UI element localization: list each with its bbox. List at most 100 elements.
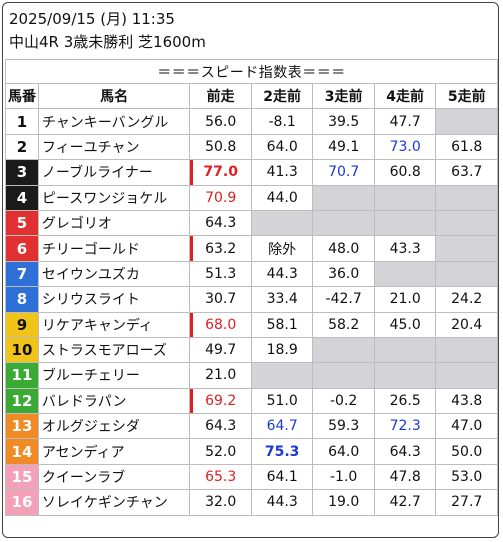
- speed-index-run-5: 20.4: [435, 311, 498, 338]
- table-row: 15 クイーンラブ 65.3 64.1 -1.0 47.8 53.0: [5, 463, 498, 491]
- table-header-row: 馬番 馬名 前走 2走前 3走前 4走前 5走前: [5, 82, 498, 110]
- horse-number: 11: [5, 362, 39, 389]
- horse-number: 15: [5, 463, 39, 491]
- speed-index-run-1: 21.0: [189, 362, 252, 389]
- col-header-run-2: 2走前: [250, 82, 314, 110]
- horse-name: クイーンラブ: [37, 463, 191, 491]
- speed-index-run-4: [373, 184, 437, 211]
- speed-index-run-4: 47.7: [373, 108, 437, 135]
- col-header-run-3: 3走前: [312, 82, 375, 110]
- speed-index-run-5: 63.7: [435, 159, 498, 186]
- speed-index-run-2: 除外: [250, 235, 314, 262]
- horse-name: オルグジェシダ: [37, 413, 191, 440]
- horse-name: アセンディア: [37, 438, 191, 465]
- speed-index-run-5: 61.8: [435, 133, 498, 161]
- horse-number: 7: [5, 260, 39, 288]
- speed-index-run-1: 51.3: [189, 260, 252, 288]
- horse-name: ブルーチェリー: [37, 362, 191, 389]
- speed-index-run-3: [312, 336, 375, 364]
- speed-index-run-3: 70.7: [312, 159, 375, 186]
- race-datetime: 2025/09/15 (月) 11:35: [9, 10, 175, 28]
- col-header-run-4: 4走前: [373, 82, 437, 110]
- speed-index-run-4: 42.7: [373, 489, 437, 516]
- speed-index-run-4: 72.3: [373, 413, 437, 440]
- speed-index-run-2: 44.0: [250, 184, 314, 211]
- horse-name: セイウンユズカ: [37, 260, 191, 288]
- horse-number: 3: [5, 159, 39, 186]
- speed-index-run-3: [312, 184, 375, 211]
- horse-number: 5: [5, 209, 39, 237]
- speed-index-run-4: 60.8: [373, 159, 437, 186]
- speed-index-run-2: 51.0: [250, 387, 314, 415]
- speed-index-run-1: 77.0: [189, 159, 252, 186]
- speed-index-run-5: 43.8: [435, 387, 498, 415]
- speed-index-run-3: 59.3: [312, 413, 375, 440]
- speed-index-run-5: [435, 108, 498, 135]
- speed-index-run-4: [373, 209, 437, 237]
- speed-index-run-5: [435, 260, 498, 288]
- horse-name: チャンキーバングル: [37, 108, 191, 135]
- horse-number: 13: [5, 413, 39, 440]
- speed-index-run-5: [435, 209, 498, 237]
- speed-index-run-5: 27.7: [435, 489, 498, 516]
- speed-index-run-4: 43.3: [373, 235, 437, 262]
- speed-index-run-2: 75.3: [250, 438, 314, 465]
- table-row: 9 リケアキャンディ 68.0 58.1 58.2 45.0 20.4: [5, 311, 498, 338]
- horse-number: 1: [5, 108, 39, 135]
- table-row: 6 チリーゴールド 63.2 除外 48.0 43.3: [5, 235, 498, 262]
- horse-number: 2: [5, 133, 39, 161]
- table-row: 3 ノーブルライナー 77.0 41.3 70.7 60.8 63.7: [5, 159, 498, 186]
- speed-index-run-4: [373, 362, 437, 389]
- horse-number: 9: [5, 311, 39, 338]
- speed-index-run-1: 56.0: [189, 108, 252, 135]
- speed-index-run-3: 36.0: [312, 260, 375, 288]
- horse-name: フィーユチャン: [37, 133, 191, 161]
- speed-index-run-1: 64.3: [189, 209, 252, 237]
- speed-index-run-1: 63.2: [189, 235, 252, 262]
- speed-index-run-4: [373, 336, 437, 364]
- speed-index-run-2: 18.9: [250, 336, 314, 364]
- table-row: 14 アセンディア 52.0 75.3 64.0 64.3 50.0: [5, 438, 498, 465]
- speed-index-run-4: 26.5: [373, 387, 437, 415]
- col-header-name: 馬名: [37, 82, 191, 110]
- col-header-run-1: 前走: [189, 82, 252, 110]
- table-row: 11 ブルーチェリー 21.0: [5, 362, 498, 389]
- race-info: 中山4R 3歳未勝利 芝1600m: [9, 33, 206, 51]
- speed-index-run-4: 45.0: [373, 311, 437, 338]
- speed-index-run-2: 44.3: [250, 260, 314, 288]
- speed-index-run-2: 33.4: [250, 286, 314, 313]
- horse-number: 8: [5, 286, 39, 313]
- horse-name: ソレイケギンチャン: [37, 489, 191, 516]
- col-header-number: 馬番: [5, 82, 39, 110]
- col-header-run-5: 5走前: [435, 82, 498, 110]
- speed-index-run-3: -0.2: [312, 387, 375, 415]
- speed-index-run-5: [435, 184, 498, 211]
- horse-number: 4: [5, 184, 39, 211]
- horse-number: 16: [5, 489, 39, 516]
- speed-index-run-3: [312, 209, 375, 237]
- speed-index-run-2: [250, 209, 314, 237]
- speed-index-run-4: [373, 260, 437, 288]
- speed-index-run-2: [250, 362, 314, 389]
- speed-index-run-1: 64.3: [189, 413, 252, 440]
- speed-index-run-2: 41.3: [250, 159, 314, 186]
- speed-index-run-3: 39.5: [312, 108, 375, 135]
- horse-name: バレドラパン: [37, 387, 191, 415]
- table-title: ＝＝＝スピード指数表＝＝＝: [5, 59, 498, 84]
- speed-index-run-1: 50.8: [189, 133, 252, 161]
- horse-name: リケアキャンディ: [37, 311, 191, 338]
- speed-index-run-2: -8.1: [250, 108, 314, 135]
- speed-index-card: 2025/09/15 (月) 11:35 中山4R 3歳未勝利 芝1600m ＝…: [2, 2, 499, 538]
- speed-index-run-2: 64.7: [250, 413, 314, 440]
- speed-index-run-4: 47.8: [373, 463, 437, 491]
- table-row: 7 セイウンユズカ 51.3 44.3 36.0: [5, 260, 498, 288]
- speed-index-run-5: 50.0: [435, 438, 498, 465]
- speed-index-run-3: 64.0: [312, 438, 375, 465]
- speed-index-table: ＝＝＝スピード指数表＝＝＝ 馬番 馬名 前走 2走前 3走前 4走前 5走前 1…: [5, 59, 498, 516]
- speed-index-run-1: 30.7: [189, 286, 252, 313]
- table-row: 12 バレドラパン 69.2 51.0 -0.2 26.5 43.8: [5, 387, 498, 415]
- speed-index-run-5: [435, 362, 498, 389]
- speed-index-run-5: [435, 235, 498, 262]
- horse-number: 12: [5, 387, 39, 415]
- table-row: 4 ピースワンジョケル 70.9 44.0: [5, 184, 498, 211]
